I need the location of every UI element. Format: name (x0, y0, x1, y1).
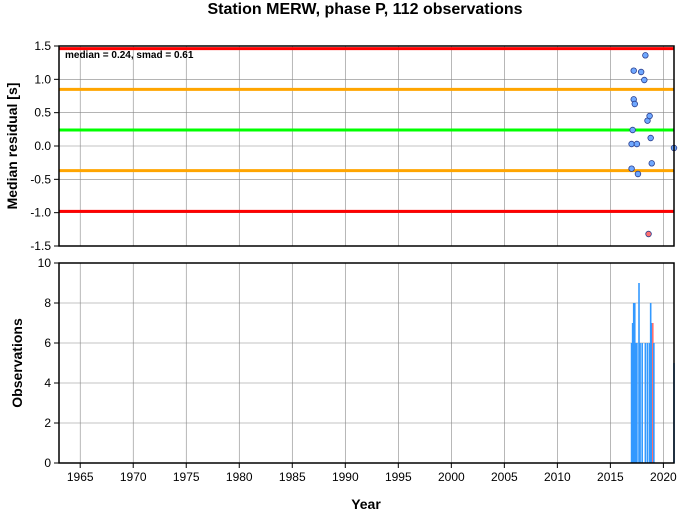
top-y-tick-label: -0.5 (30, 172, 51, 186)
observation-bar (648, 343, 651, 463)
residual-point (641, 76, 648, 84)
x-axis-label: Year (351, 496, 381, 511)
residual-panel: 1.5 1.0 0.5 0.0 -0.5 -1.0 -1.5 median = 0.24, … (4, 39, 678, 253)
bottom-y-tick-label: 6 (44, 336, 51, 350)
x-tick-label: 1970 (120, 470, 147, 484)
observation-bar (646, 343, 649, 463)
observation-bar (638, 283, 640, 463)
chart-title: Station MERW, phase P, 112 observations (207, 1, 522, 18)
residual-annotation: median = 0.24, smad = 0.61 (65, 50, 194, 61)
observation-bar (641, 343, 643, 463)
top-y-tick-label: 1.5 (34, 39, 51, 53)
bottom-y-tick-label: 8 (44, 296, 51, 310)
residual-point (648, 160, 655, 167)
residual-point (631, 100, 638, 108)
observation-bar (649, 303, 652, 463)
residual-point (628, 140, 635, 148)
observation-bar (639, 343, 641, 463)
top-y-tick-label: 1.0 (34, 72, 51, 86)
bottom-y-tick-label: 4 (44, 376, 51, 390)
observations-panel-background (59, 263, 674, 463)
observation-bar (633, 303, 636, 463)
residual-point (634, 170, 642, 178)
observation-bar (635, 343, 637, 463)
x-tick-label: 1965 (67, 470, 94, 484)
top-y-tick-label: 0.0 (34, 139, 51, 153)
x-tick-label: 1975 (173, 470, 200, 484)
observations-y-axis-label: Observations (9, 318, 25, 408)
outlier-observation-bar (651, 323, 654, 463)
outlier-point (645, 230, 652, 238)
bottom-y-tick-label: 0 (44, 456, 51, 470)
x-tick-label: 1995 (385, 470, 412, 484)
residual-point (637, 68, 645, 76)
observation-bar (630, 343, 633, 463)
residual-point (628, 165, 635, 172)
observation-bar (631, 323, 634, 463)
observations-panel: 10 8 6 4 2 0 1965 1970 1975 1980 1985 1990 1995 2000… (9, 256, 677, 511)
x-tick-label: 2020 (650, 470, 677, 484)
observation-bar (636, 343, 638, 463)
observation-bar (650, 323, 653, 463)
x-tick-label: 1985 (279, 470, 306, 484)
x-tick-label: 2000 (438, 470, 465, 484)
top-y-tick-label: -1.5 (30, 239, 51, 253)
top-y-tick-label: 0.5 (34, 106, 51, 120)
residual-point (630, 67, 637, 74)
top-y-tick-label: -1.0 (30, 206, 51, 220)
residual-y-axis-label: Median residual [s] (4, 83, 20, 210)
x-tick-label: 2010 (544, 470, 571, 484)
observation-bar (644, 343, 647, 463)
residual-point (647, 134, 654, 142)
observations-panel-frame (58, 262, 675, 464)
residual-point (646, 112, 653, 120)
observation-bar (653, 343, 655, 463)
x-tick-label: 1980 (226, 470, 253, 484)
x-tick-label: 1990 (332, 470, 359, 484)
x-tick-label: 2005 (491, 470, 518, 484)
x-tick-label: 2015 (597, 470, 624, 484)
residual-point (642, 52, 649, 59)
observation-bar (632, 303, 635, 463)
residual-point (629, 126, 636, 134)
bottom-y-tick-label: 2 (44, 416, 51, 430)
bottom-y-tick-label: 10 (38, 256, 52, 270)
residual-point (633, 140, 641, 148)
